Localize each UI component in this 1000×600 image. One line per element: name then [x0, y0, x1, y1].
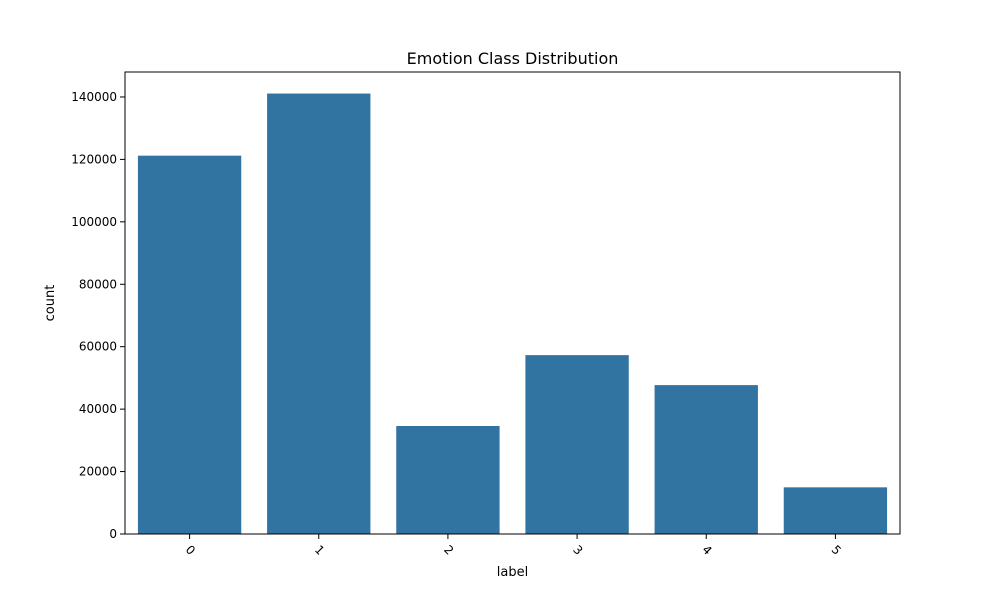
y-tick-label-0: 0: [109, 527, 117, 541]
bar-1: [267, 93, 371, 535]
y-tick-label-40000: 40000: [79, 402, 117, 416]
bar-4: [654, 385, 758, 534]
x-tick-label-4: 4: [699, 543, 714, 558]
y-axis-label: count: [43, 285, 58, 322]
x-axis: 0 1 2 3 4 5: [183, 534, 844, 558]
bar-2: [396, 425, 500, 534]
bar-5: [783, 487, 888, 534]
x-tick-label-5: 5: [829, 543, 844, 558]
plot-frame: [124, 71, 901, 535]
x-tick-label-3: 3: [570, 543, 585, 558]
x-axis-label: label: [497, 565, 528, 580]
y-tick-label-120000: 120000: [71, 152, 117, 166]
x-tick-label-2: 2: [441, 543, 456, 558]
bar-3: [525, 355, 629, 534]
y-axis: 0 20000 40000 60000 80000 100000 120000 140000: [71, 90, 125, 541]
bars-group: [137, 93, 888, 535]
chart-title: Emotion Class Distribution: [407, 49, 619, 68]
y-tick-label-80000: 80000: [79, 277, 117, 291]
x-tick-label-0: 0: [183, 543, 198, 558]
y-tick-label-140000: 140000: [71, 90, 117, 104]
y-tick-label-100000: 100000: [71, 215, 117, 229]
x-tick-label-1: 1: [312, 543, 327, 558]
y-tick-label-60000: 60000: [79, 340, 117, 354]
bar-0: [137, 155, 242, 534]
y-tick-label-20000: 20000: [79, 465, 117, 479]
